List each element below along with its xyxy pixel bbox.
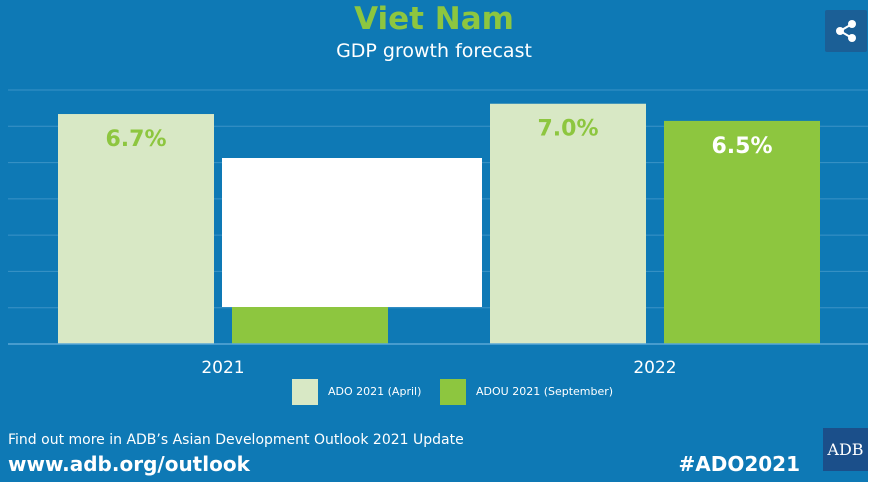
x-tick-label-2022: 2022 [633, 358, 676, 378]
bar-2022-april [490, 103, 646, 344]
legend-swatch-april [292, 379, 318, 405]
share-icon [836, 20, 856, 42]
x-tick-label-2021: 2021 [201, 358, 244, 378]
bar-2021-september [232, 306, 388, 344]
legend-label-april: ADO 2021 (April) [328, 385, 422, 398]
chart-subtitle: GDP growth forecast [336, 40, 532, 62]
footer-url-link[interactable]: www.adb.org/outlook [8, 452, 250, 476]
adb-logo: ADB [823, 428, 868, 471]
chart-title: Viet Nam [354, 1, 514, 37]
legend-item-april: ADO 2021 (April) [292, 378, 421, 406]
data-label-2022-september: 6.5% [711, 134, 772, 159]
share-button[interactable] [825, 10, 867, 52]
data-label-2022-april: 7.0% [537, 117, 598, 142]
footer-text: Find out more in ADB’s Asian Development… [8, 432, 464, 448]
legend-label-september: ADOU 2021 (September) [476, 385, 614, 398]
legend-swatch-september [440, 379, 466, 405]
bar-2021-april [58, 114, 214, 344]
data-label-2021-april: 6.7% [105, 127, 166, 152]
blank-overlay [222, 158, 482, 307]
legend-item-september: ADOU 2021 (September) [440, 378, 613, 406]
hashtag: #ADO2021 [678, 452, 800, 476]
bar-2022-september [664, 120, 820, 344]
